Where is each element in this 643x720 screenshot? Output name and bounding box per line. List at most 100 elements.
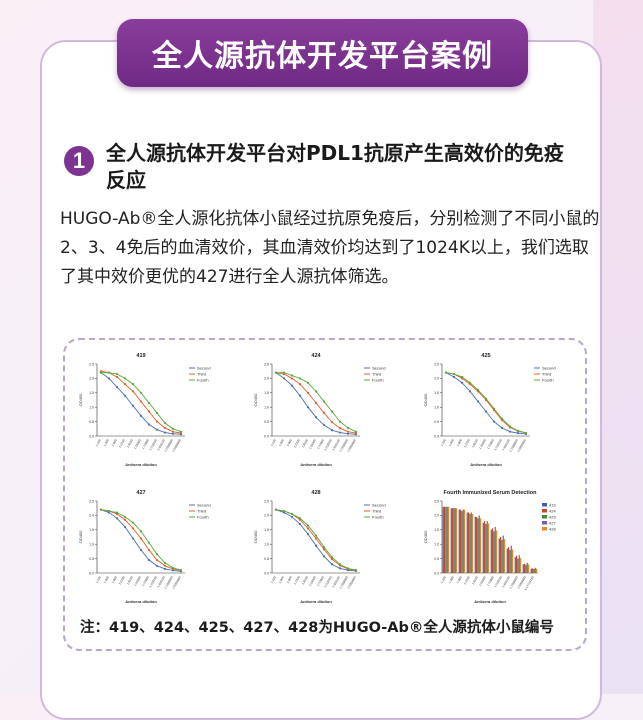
x-tick-label: 1:218700 xyxy=(323,575,333,588)
legend-label: Second xyxy=(197,502,211,507)
y-axis-label: OD450 xyxy=(423,393,428,406)
chart-title: 428 xyxy=(311,490,320,496)
bar xyxy=(462,509,464,573)
data-point xyxy=(290,374,294,377)
bar xyxy=(484,521,486,573)
legend-label: Fourth xyxy=(197,514,209,519)
legend-label: Second xyxy=(197,365,211,370)
data-point xyxy=(123,518,127,521)
data-point xyxy=(290,377,294,380)
series-line-third xyxy=(100,509,182,571)
bar xyxy=(485,524,487,573)
x-axis-label: Antisera dilution xyxy=(474,599,506,604)
y-tick-label: 0.0 xyxy=(434,434,439,438)
x-tick-label: 1:2700 xyxy=(463,575,471,585)
bar xyxy=(490,529,492,573)
legend-label: Third xyxy=(197,371,206,376)
chart-425: 425 OD450 Antisera dilution 0.0 0.5 1.0 1.5 2.0… xyxy=(420,348,570,470)
data-point xyxy=(139,537,143,540)
legend-swatch xyxy=(542,527,547,531)
data-point xyxy=(330,421,334,424)
legend-label: Third xyxy=(372,508,381,513)
data-point xyxy=(322,548,326,551)
bar xyxy=(493,531,495,573)
y-tick-label: 0.5 xyxy=(434,557,439,561)
data-point xyxy=(330,429,334,432)
bar xyxy=(472,513,474,573)
bar xyxy=(488,523,490,573)
bar xyxy=(470,512,472,573)
series-line-fourth xyxy=(275,509,357,571)
data-point xyxy=(171,566,175,569)
data-point xyxy=(314,390,318,393)
data-point xyxy=(115,385,119,389)
data-point xyxy=(452,375,456,379)
x-tick-label: 1:72900 xyxy=(486,438,495,450)
x-axis-label: Antisera dilution xyxy=(300,462,332,467)
data-point xyxy=(500,426,504,430)
bar xyxy=(526,562,528,573)
series-line-second xyxy=(100,509,182,572)
data-point xyxy=(290,512,294,516)
y-tick-label: 1.0 xyxy=(89,543,94,547)
x-tick-label: 1:8100 xyxy=(471,438,479,448)
data-point xyxy=(163,431,167,434)
legend-label: Fourth xyxy=(542,377,554,382)
bar xyxy=(442,506,444,573)
bar xyxy=(533,568,535,573)
data-point xyxy=(298,394,302,397)
data-point xyxy=(314,401,318,404)
bar xyxy=(452,508,454,573)
x-tick-label: 1:2700 xyxy=(463,438,471,448)
x-tick-label: 1:2700 xyxy=(293,438,301,448)
data-point xyxy=(298,517,302,520)
data-point xyxy=(468,381,472,384)
data-point xyxy=(322,545,326,549)
x-tick-label: 1:5904900 xyxy=(516,575,527,590)
data-point xyxy=(484,397,488,400)
legend-label: 424 xyxy=(549,508,556,513)
data-point xyxy=(476,388,480,392)
bar xyxy=(504,539,506,573)
chart-419: 419 OD450 Antisera dilution 0.0 0.5 1.0 1.5 2.0… xyxy=(75,348,225,470)
data-point xyxy=(139,414,143,417)
data-point xyxy=(298,383,302,386)
y-tick-label: 2.5 xyxy=(264,499,269,503)
data-point xyxy=(314,534,318,537)
data-point xyxy=(314,544,318,547)
page-title-banner: 全人源抗体开发平台案例 xyxy=(117,19,528,87)
series-line-second xyxy=(445,372,527,435)
x-tick-label: 1:24300 xyxy=(308,575,317,587)
y-axis-label: OD450 xyxy=(78,393,83,406)
data-point xyxy=(338,427,342,430)
x-tick-label: 1:900 xyxy=(286,438,293,447)
data-point xyxy=(516,429,520,432)
y-axis-label: OD450 xyxy=(423,530,428,543)
data-point xyxy=(306,527,310,530)
bar xyxy=(445,506,447,573)
x-tick-label: 1:656100 xyxy=(331,438,341,451)
bar xyxy=(522,564,524,573)
y-tick-label: 0.5 xyxy=(89,420,94,424)
series-line-fourth xyxy=(100,509,182,571)
data-point xyxy=(155,564,159,567)
chart-424: 424 OD450 Antisera dilution 0.0 0.5 1.0 1.5 2.0… xyxy=(250,348,400,470)
data-point xyxy=(476,400,480,403)
x-tick-label: 1:300 xyxy=(103,575,110,584)
x-tick-label: 1:24300 xyxy=(133,438,142,450)
data-point xyxy=(346,430,350,433)
bar xyxy=(453,508,455,573)
bar xyxy=(520,558,522,573)
x-tick-label: 1:24300 xyxy=(133,575,142,587)
y-tick-label: 0.5 xyxy=(89,557,94,561)
data-point xyxy=(290,515,294,518)
data-point xyxy=(123,515,127,518)
x-tick-label: 1:2700 xyxy=(118,575,126,585)
y-tick-label: 0.5 xyxy=(434,420,439,424)
data-point xyxy=(306,391,310,394)
data-point xyxy=(330,556,334,559)
y-tick-label: 0.0 xyxy=(264,434,269,438)
data-point xyxy=(346,567,350,570)
x-tick-label: 1:656100 xyxy=(501,438,511,451)
data-point xyxy=(516,432,520,435)
